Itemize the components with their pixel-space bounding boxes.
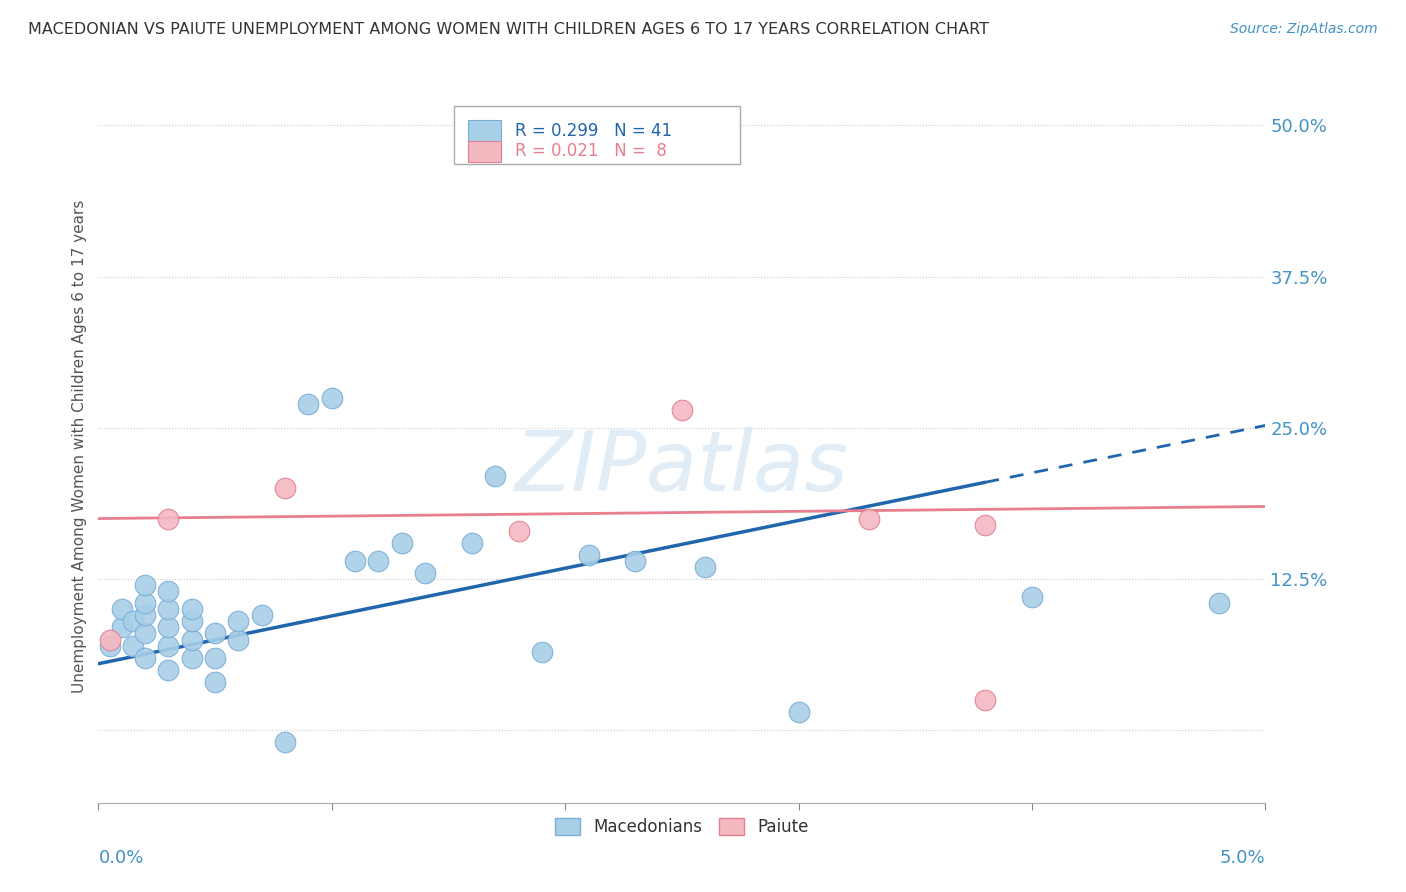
- Text: Source: ZipAtlas.com: Source: ZipAtlas.com: [1230, 22, 1378, 37]
- Point: [1208, 596, 1230, 610]
- Point: [624, 554, 647, 568]
- FancyBboxPatch shape: [468, 120, 501, 142]
- Point: [180, 615, 202, 629]
- Point: [134, 596, 156, 610]
- Text: R = 0.021   N =  8: R = 0.021 N = 8: [515, 142, 666, 161]
- Legend: Macedonians, Paiute: Macedonians, Paiute: [547, 810, 817, 845]
- Point: [367, 554, 389, 568]
- Point: [274, 481, 297, 495]
- Point: [461, 535, 484, 549]
- Point: [321, 391, 343, 405]
- Point: [344, 554, 367, 568]
- Point: [134, 626, 156, 640]
- Point: [787, 705, 810, 719]
- Point: [122, 615, 145, 629]
- Point: [134, 578, 156, 592]
- Point: [157, 663, 180, 677]
- Text: ZIPatlas: ZIPatlas: [515, 427, 849, 508]
- Point: [297, 397, 319, 411]
- Point: [508, 524, 530, 538]
- Point: [228, 632, 250, 647]
- Point: [180, 602, 202, 616]
- Point: [228, 615, 250, 629]
- Text: 0.0%: 0.0%: [98, 849, 143, 867]
- Point: [122, 639, 145, 653]
- Text: 5.0%: 5.0%: [1220, 849, 1265, 867]
- Point: [695, 560, 717, 574]
- Point: [204, 626, 226, 640]
- Point: [157, 584, 180, 599]
- Point: [204, 674, 226, 689]
- Point: [671, 402, 693, 417]
- Point: [530, 645, 553, 659]
- Point: [1021, 590, 1043, 604]
- Text: MACEDONIAN VS PAIUTE UNEMPLOYMENT AMONG WOMEN WITH CHILDREN AGES 6 TO 17 YEARS C: MACEDONIAN VS PAIUTE UNEMPLOYMENT AMONG …: [28, 22, 988, 37]
- Point: [578, 548, 600, 562]
- Point: [974, 693, 997, 707]
- FancyBboxPatch shape: [468, 141, 501, 162]
- Point: [250, 608, 273, 623]
- Point: [157, 620, 180, 634]
- Point: [484, 469, 506, 483]
- Point: [274, 735, 297, 749]
- Point: [858, 511, 880, 525]
- Text: R = 0.299   N = 41: R = 0.299 N = 41: [515, 122, 672, 140]
- Point: [111, 602, 134, 616]
- FancyBboxPatch shape: [454, 105, 741, 164]
- Y-axis label: Unemployment Among Women with Children Ages 6 to 17 years: Unemployment Among Women with Children A…: [72, 199, 87, 693]
- Point: [413, 566, 436, 580]
- Point: [204, 650, 226, 665]
- Point: [391, 535, 413, 549]
- Point: [98, 632, 121, 647]
- Point: [180, 650, 202, 665]
- Point: [134, 650, 156, 665]
- Point: [98, 639, 121, 653]
- Point: [180, 632, 202, 647]
- Point: [157, 602, 180, 616]
- Point: [111, 620, 134, 634]
- Point: [974, 517, 997, 532]
- Point: [157, 639, 180, 653]
- Point: [134, 608, 156, 623]
- Point: [157, 511, 180, 525]
